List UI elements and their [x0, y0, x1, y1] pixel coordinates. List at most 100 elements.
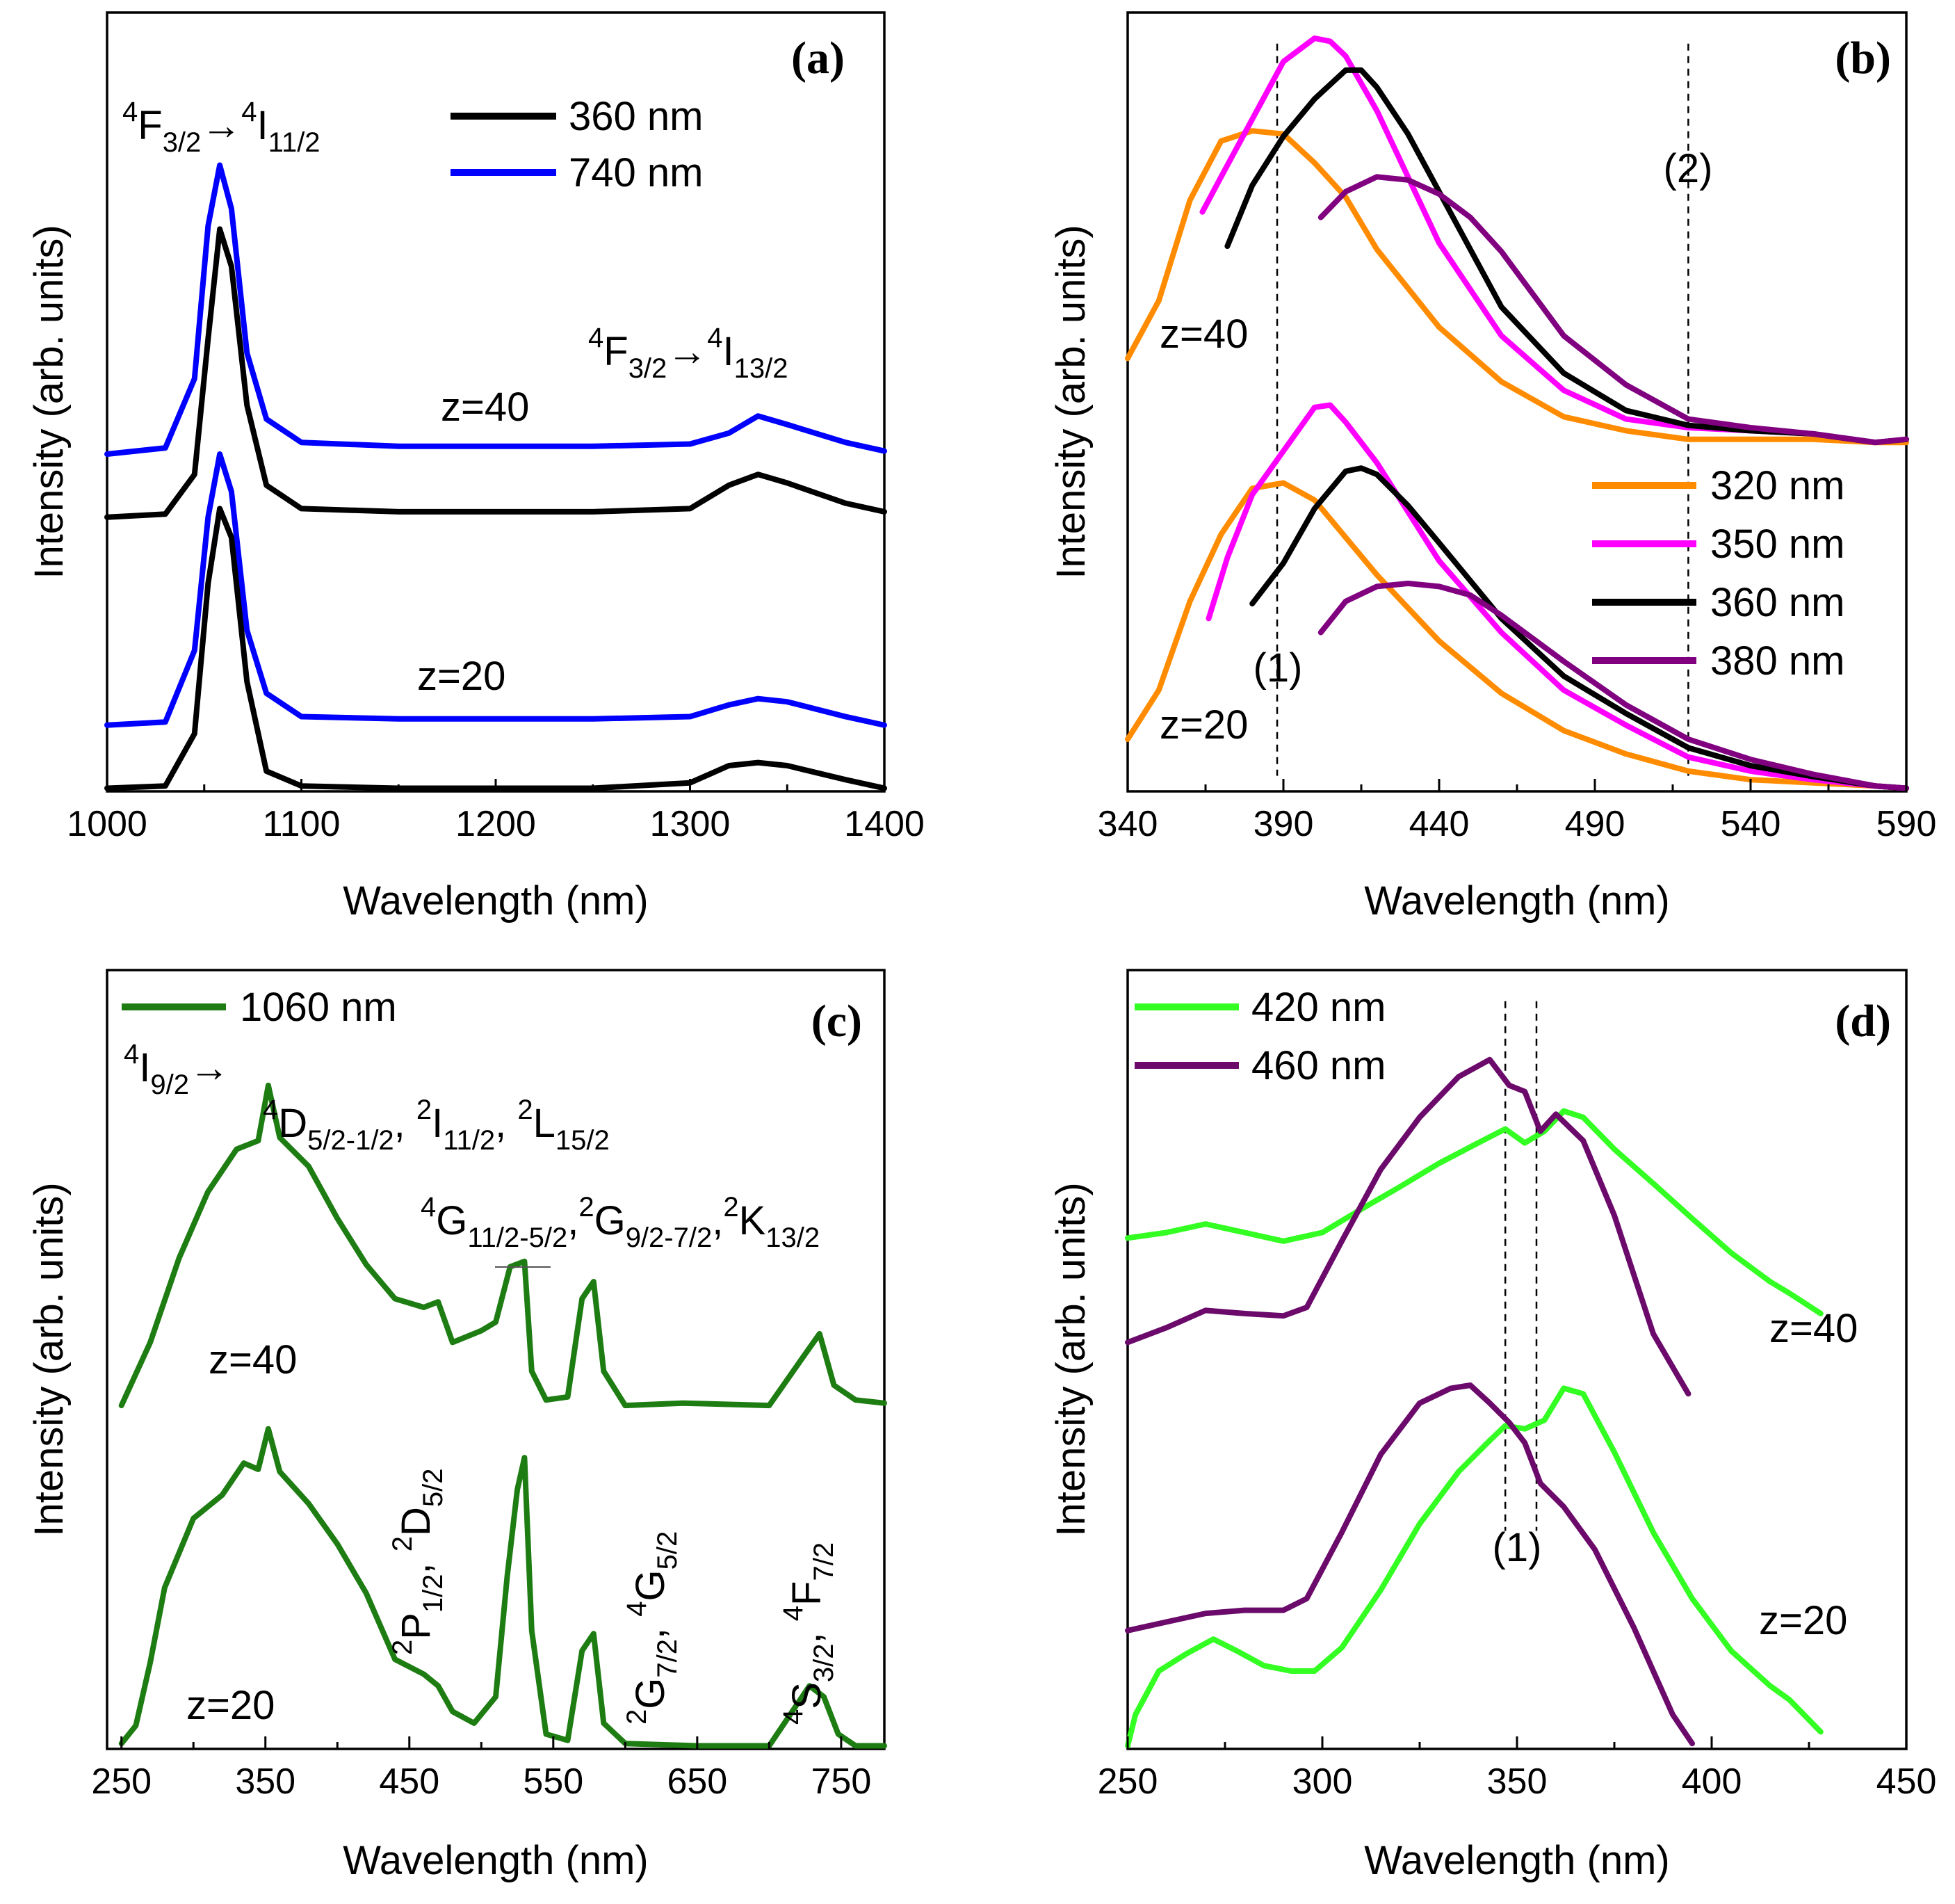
legend-label-a-0: 360 nm	[569, 94, 703, 139]
x-tick-label-b-2: 440	[1409, 804, 1470, 844]
series-b-2	[1224, 67, 1909, 446]
ann-a1-s2: 4	[241, 97, 257, 127]
x-axis-title-b: Wavelength (nm)	[1364, 878, 1669, 923]
x-tick-label-c-1: 350	[235, 1761, 295, 1802]
ann-c-u1-4: 2	[416, 1095, 432, 1125]
series-b-7	[1317, 581, 1909, 791]
x-tick-label-a-2: 1200	[455, 804, 536, 844]
y-axis-title-c: Intensity (arb. units)	[26, 1182, 72, 1536]
ann-a2-m2: I	[723, 329, 734, 374]
x-axis-title-c: Wavelength (nm)	[343, 1838, 648, 1883]
ann-c-v2-5: G	[628, 1570, 673, 1601]
series-b-4	[1125, 480, 1909, 791]
sample-label-c-z20: z=20	[186, 1683, 275, 1728]
ground-state-label-c: 4I9/2→	[124, 1039, 229, 1100]
ann-a2-s2: 4	[707, 323, 722, 353]
x-tick-label-c-0: 250	[91, 1761, 152, 1802]
ann-c-u2-9: K	[739, 1198, 766, 1243]
ann-c-v1-3: ,	[394, 1551, 439, 1574]
ann-c-u1-6: 11/2	[443, 1125, 495, 1156]
ann-a2-m1: F	[603, 329, 628, 374]
ann-c-v2-6: 5/2	[652, 1531, 683, 1570]
ann-c-u2-2: 11/2-5/2	[467, 1223, 567, 1253]
series-c-0	[118, 1082, 887, 1409]
x-axis-title-d: Wavelength (nm)	[1364, 1838, 1669, 1883]
marker-lines-b	[1276, 43, 1689, 776]
ann-c-v3-0: 4	[778, 1709, 809, 1725]
ann-c-u2-0: 4	[421, 1192, 436, 1223]
panel-label-a: (a)	[791, 33, 845, 83]
ann-c-u1-8: 2	[517, 1095, 533, 1125]
ann-c-g-m: I	[139, 1045, 150, 1090]
ann-c-u2-6: 9/2-7/2	[626, 1223, 713, 1253]
series-d-3	[1125, 1382, 1695, 1747]
ann-c-v3-3: ,	[784, 1621, 829, 1643]
ann-c-v3-2: 3/2	[809, 1643, 839, 1682]
x-tick-label-c-3: 550	[523, 1761, 583, 1802]
x-axis-title-a: Wavelength (nm)	[343, 878, 648, 923]
sample-label-a-z40: z=40	[441, 385, 529, 430]
ann-c-v2-2: 7/2	[652, 1639, 683, 1678]
level-label-c-1: 4D5/2-1/2, 2I11/2, 2L15/2	[263, 1095, 610, 1156]
x-tick-label-d-3: 400	[1682, 1761, 1742, 1802]
ann-a1-b2: 11/2	[268, 127, 321, 158]
legend-label-b-1: 350 nm	[1710, 522, 1844, 567]
ann-c-v3-5: F	[784, 1581, 829, 1606]
x-tick-label-a-1: 1100	[263, 804, 341, 844]
x-tick-label-c-5: 750	[811, 1761, 872, 1802]
x-tick-label-b-3: 490	[1565, 804, 1625, 844]
panel-label-c: (c)	[811, 996, 862, 1047]
ann-c-u1-0: 4	[263, 1095, 278, 1125]
x-tick-label-d-0: 250	[1098, 1761, 1158, 1802]
ann-c-v1-5: D	[394, 1507, 439, 1536]
ann-c-u1-3: ,	[394, 1101, 416, 1146]
x-ticks-a: 1000 1100 1200 1300 1400	[67, 779, 925, 844]
legend-label-b-2: 360 nm	[1710, 580, 1844, 625]
ann-a2-b1: 3/2	[628, 353, 667, 384]
ann-c-u1-7: ,	[495, 1101, 517, 1146]
marker-label-d-1: (1)	[1493, 1525, 1542, 1570]
ann-c-u2-7: ,	[712, 1198, 723, 1243]
ann-c-g-b: 9/2	[150, 1070, 189, 1100]
ann-c-u1-9: L	[533, 1101, 555, 1146]
y-axis-title-a: Intensity (arb. units)	[26, 225, 72, 579]
series-layer-d	[1125, 1056, 1824, 1749]
x-ticks-b: 340 390 440 490 540 590	[1098, 779, 1937, 844]
panel-d: 250 300 350 400 450 (d) Wavelength (nm) Inte…	[1048, 969, 1936, 1883]
x-tick-label-b-5: 590	[1876, 804, 1937, 844]
marker-label-b-1: (1)	[1254, 645, 1303, 691]
ann-c-u2-1: G	[436, 1198, 467, 1243]
x-tick-label-a-0: 1000	[67, 804, 147, 844]
y-axis-title-d: Intensity (arb. units)	[1048, 1182, 1094, 1536]
ann-a2-b2: 13/2	[734, 353, 788, 384]
vertical-label-c-3: 4S3/2, 4F7/2	[778, 1542, 839, 1725]
series-b-0	[1125, 128, 1909, 446]
ann-c-u1-1: D	[278, 1101, 307, 1146]
panel-c: 250 350 450 550 650 750 (c) Wavelength (nm) I…	[26, 969, 887, 1883]
sample-label-a-z20: z=20	[417, 654, 505, 699]
legend-label-d-1: 460 nm	[1251, 1043, 1386, 1088]
ann-c-g-arrow: →	[189, 1045, 229, 1090]
ann-a1-arrow: →	[201, 103, 241, 148]
series-b-3	[1317, 174, 1909, 446]
ann-c-v3-4: 4	[778, 1606, 809, 1621]
ann-a2-s1: 4	[588, 323, 603, 353]
series-b-1	[1199, 35, 1909, 446]
series-a-2	[104, 451, 887, 728]
series-d-1	[1125, 1056, 1692, 1397]
x-tick-label-b-1: 390	[1254, 804, 1314, 844]
sample-label-b-z20: z=20	[1160, 702, 1248, 748]
ann-c-v3-1: S	[784, 1682, 829, 1709]
ann-a1-b1: 3/2	[163, 127, 202, 158]
sample-label-b-z40: z=40	[1160, 312, 1248, 357]
ann-c-u2-10: 13/2	[765, 1223, 820, 1253]
ann-a1-m1: F	[138, 103, 162, 148]
x-tick-label-b-0: 340	[1098, 804, 1158, 844]
panel-label-d: (d)	[1835, 996, 1891, 1047]
vertical-label-c-1: 2P1/2, 2D5/2	[387, 1468, 448, 1655]
x-tick-label-b-4: 540	[1721, 804, 1781, 844]
sample-label-d-z40: z=40	[1769, 1306, 1858, 1351]
ann-c-v1-0: 2	[387, 1640, 418, 1655]
ann-c-v3-6: 7/2	[809, 1542, 839, 1581]
ann-c-u2-5: G	[594, 1198, 626, 1243]
